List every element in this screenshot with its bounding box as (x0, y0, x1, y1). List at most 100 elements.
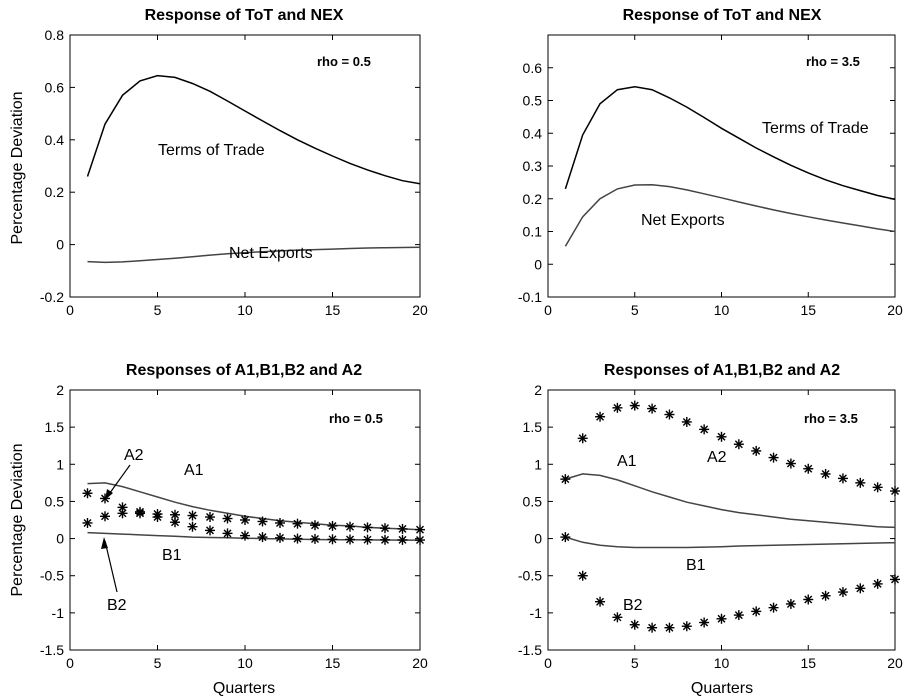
y-tick-label: 0 (534, 256, 542, 272)
x-tick-label: 10 (714, 655, 730, 671)
panel-bottom-right-series (560, 400, 900, 633)
series-marker-a2 (362, 522, 373, 533)
series-marker-a2 (82, 488, 93, 499)
series-marker-b2 (664, 622, 675, 633)
series-marker-b2 (257, 532, 268, 543)
panel-top-right-series (564, 85, 896, 247)
panel-top-left: Response of ToT and NEX Percentage Devia… (9, 7, 428, 318)
series-marker-a2 (664, 409, 675, 420)
y-tick-label: 0.5 (523, 93, 543, 109)
series-marker-a2 (716, 431, 727, 442)
panel-top-left-series (86, 74, 421, 264)
x-tick-label: 20 (887, 655, 903, 671)
y-tick-label: 1.5 (523, 419, 543, 435)
y-tick-label: 0.6 (45, 79, 65, 95)
series-marker-a2 (837, 473, 848, 484)
series-marker-b2 (751, 606, 762, 617)
y-tick-label: 0.8 (45, 27, 65, 43)
y-tick-label: 0 (56, 237, 64, 253)
panel-bottom-left-a2-arrowhead (105, 489, 113, 500)
series-line-b1 (565, 536, 896, 549)
series-marker-b2 (855, 583, 866, 594)
panel-bottom-left: Responses of A1,B1,B2 and A2 Percentage … (9, 362, 428, 697)
y-tick-label: 0.3 (523, 158, 543, 174)
panel-bottom-left-a1-label: A1 (184, 462, 204, 479)
series-marker-a2 (629, 400, 640, 411)
panel-bottom-left-title: Responses of A1,B1,B2 and A2 (126, 362, 362, 379)
panel-bottom-left-b2-arrow (104, 540, 118, 593)
series-marker-b2 (152, 512, 163, 523)
panel-bottom-left-series (82, 482, 425, 546)
y-tick-label: 0.4 (45, 132, 65, 148)
panel-top-left-nex-label: Net Exports (229, 245, 313, 262)
y-tick-label: 2 (534, 382, 542, 398)
x-tick-label: 5 (154, 302, 162, 318)
series-marker-a2 (733, 439, 744, 450)
y-tick-label: 0 (534, 531, 542, 547)
series-line-a1 (87, 482, 421, 531)
series-marker-b2 (100, 511, 110, 522)
series-marker-a2 (380, 523, 390, 534)
series-marker-b2 (275, 532, 285, 543)
series-marker-a2 (768, 452, 779, 463)
series-marker-a2 (275, 517, 285, 528)
series-marker-a2 (751, 445, 762, 456)
y-tick-label: -0.1 (518, 289, 542, 305)
series-marker-a2 (612, 402, 623, 413)
panel-top-left-rho-label: rho = 0.5 (317, 54, 371, 69)
panel-bottom-right: Responses of A1,B1,B2 and A2 Quarters 0 5… (518, 362, 903, 697)
series-marker-b2 (595, 596, 606, 607)
panel-bottom-right-title: Responses of A1,B1,B2 and A2 (604, 362, 840, 379)
y-tick-label: 1 (56, 456, 64, 472)
series-marker-b2 (716, 613, 727, 624)
y-tick-label: -1.5 (518, 642, 542, 658)
y-tick-label: 1.5 (45, 419, 65, 435)
panel-bottom-left-a2-label: A2 (124, 447, 144, 464)
panel-top-right-axes-box (547, 34, 896, 298)
series-marker-a2 (785, 458, 796, 469)
series-marker-b2 (345, 534, 355, 545)
series-marker-b2 (222, 528, 233, 539)
series-marker-b2 (820, 590, 831, 601)
panel-top-left-ylabel: Percentage Deviation (9, 92, 26, 245)
series-marker-a2 (560, 474, 571, 485)
series-marker-b2 (785, 598, 796, 609)
panel-bottom-right-axes-box (547, 389, 896, 651)
x-tick-label: 10 (237, 302, 253, 318)
series-marker-b2 (629, 619, 640, 630)
series-marker-b2 (768, 602, 779, 613)
y-tick-label: -0.2 (40, 289, 64, 305)
y-tick-label: 0.5 (45, 493, 65, 509)
series-line-net-exports (87, 246, 421, 264)
series-marker-a2 (240, 515, 250, 525)
panel-bottom-right-b1-label: B1 (686, 557, 706, 574)
series-marker-b2 (560, 532, 571, 543)
series-marker-a2 (257, 516, 268, 527)
y-tick-label: -1 (52, 605, 65, 621)
series-marker-a2 (327, 520, 338, 531)
x-tick-label: 0 (66, 302, 74, 318)
panel-bottom-right-rho-label: rho = 3.5 (804, 411, 858, 426)
series-marker-b2 (699, 617, 710, 628)
series-line-terms-of-trade (86, 74, 421, 185)
x-tick-label: 5 (631, 302, 639, 318)
panel-top-left-tot-label: Terms of Trade (158, 142, 265, 159)
series-marker-b2 (117, 508, 128, 519)
y-tick-label: 0.5 (523, 493, 543, 509)
x-tick-label: 20 (887, 302, 903, 318)
panel-bottom-left-ylabel: Percentage Deviation (9, 444, 26, 597)
series-marker-b2 (397, 534, 408, 545)
panel-top-left-title: Response of ToT and NEX (145, 7, 344, 24)
series-marker-b2 (681, 621, 692, 632)
panel-bottom-right-a2-label: A2 (707, 449, 727, 466)
series-marker-b2 (135, 508, 145, 519)
series-marker-a2 (820, 468, 831, 479)
x-tick-label: 5 (154, 655, 162, 671)
x-tick-label: 0 (66, 655, 74, 671)
series-marker-b2 (205, 525, 215, 536)
series-marker-a2 (222, 513, 233, 524)
series-marker-b2 (310, 533, 320, 544)
series-marker-b2 (327, 534, 338, 545)
series-marker-b2 (170, 517, 180, 528)
